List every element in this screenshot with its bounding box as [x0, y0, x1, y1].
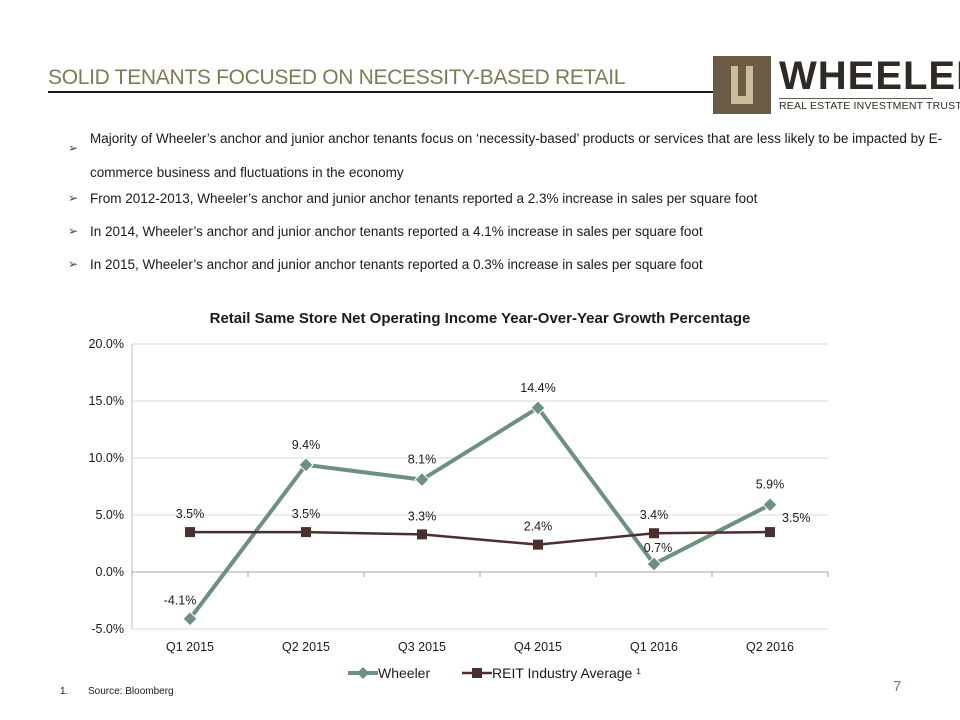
y-tick-label: 10.0%: [89, 451, 124, 465]
title-underline: [48, 91, 713, 93]
wheeler-logo-mark-icon: [713, 56, 771, 114]
bullet-list: ➢ Majority of Wheeler’s anchor and junio…: [68, 122, 948, 289]
footnote-text: Source: Bloomberg: [88, 686, 174, 697]
data-point-marker: [649, 528, 659, 539]
arrow-bullet-icon: ➢: [68, 257, 79, 271]
x-tick-label: Q2 2015: [282, 640, 330, 654]
x-tick-label: Q2 2016: [746, 640, 794, 654]
data-point-marker: [530, 400, 546, 416]
series-line: [188, 405, 771, 620]
bullet-text: Majority of Wheeler’s anchor and junior …: [90, 131, 943, 180]
x-tick-label: Q1 2015: [166, 640, 214, 654]
slide-title: SOLID TENANTS FOCUSED ON NECESSITY-BASED…: [48, 66, 626, 89]
x-tick-label: Q1 2016: [630, 640, 678, 654]
x-tick-label: Q4 2015: [514, 640, 562, 654]
page-number: 7: [893, 678, 902, 695]
data-label: 8.1%: [408, 453, 437, 467]
bullet-item: ➢ From 2012-2013, Wheeler’s anchor and j…: [68, 190, 948, 207]
line-chart: -5.0% 0.0% 5.0% 10.0% 15.0% 20.0% Q1 2015 Q2 20…: [89, 337, 829, 681]
bullet-text: In 2015, Wheeler’s anchor and junior anc…: [90, 257, 703, 272]
data-label: 9.4%: [292, 438, 321, 452]
data-point-marker: [646, 556, 662, 572]
data-point-marker: [298, 457, 314, 473]
bullet-item: ➢ In 2015, Wheeler’s anchor and junior a…: [68, 256, 948, 273]
legend-marker: [357, 667, 369, 679]
data-point-marker: [417, 529, 427, 540]
legend-label: Wheeler: [378, 665, 430, 681]
data-label: 5.9%: [756, 478, 785, 492]
data-point-marker: [414, 471, 430, 488]
logo-divider: [779, 98, 933, 99]
data-point-marker: [301, 527, 311, 538]
data-label: 3.3%: [408, 509, 437, 523]
data-point-marker: [182, 611, 198, 627]
bullet-text: From 2012-2013, Wheeler’s anchor and jun…: [90, 191, 758, 206]
footnote: 1. Source: Bloomberg: [60, 686, 174, 697]
data-label: 0.7%: [644, 541, 673, 555]
bullet-text: In 2014, Wheeler’s anchor and junior anc…: [90, 224, 703, 239]
data-label: -4.1%: [164, 594, 197, 608]
y-tick-label: 0.0%: [96, 565, 125, 579]
y-tick-label: 5.0%: [96, 508, 125, 522]
data-label: 3.5%: [782, 511, 811, 525]
data-label: 14.4%: [520, 381, 555, 395]
data-point-marker: [185, 527, 195, 538]
data-point-marker: [765, 527, 775, 538]
y-tick-label: 20.0%: [89, 337, 124, 351]
data-label: 3.5%: [292, 507, 321, 521]
y-tick-label: 15.0%: [89, 394, 124, 408]
y-tick-label: -5.0%: [91, 622, 124, 636]
chart-title: Retail Same Store Net Operating Income Y…: [209, 310, 751, 327]
legend-label: REIT Industry Average ¹: [492, 665, 641, 681]
footnote-number: 1.: [60, 686, 69, 697]
data-point-marker: [762, 497, 778, 513]
arrow-bullet-icon: ➢: [68, 191, 79, 205]
x-tick-label: Q3 2015: [398, 640, 446, 654]
bullet-item: ➢ Majority of Wheeler’s anchor and junio…: [68, 122, 948, 190]
data-label: 3.5%: [176, 507, 205, 521]
arrow-bullet-icon: ➢: [68, 224, 79, 238]
series-line: [190, 530, 771, 546]
data-label: 2.4%: [524, 520, 553, 534]
legend-marker: [472, 668, 482, 678]
logo-subtitle: REAL ESTATE INVESTMENT TRUST: [779, 100, 960, 112]
arrow-bullet-icon: ➢: [68, 141, 79, 155]
bullet-item: ➢ In 2014, Wheeler’s anchor and junior a…: [68, 223, 948, 240]
data-label: 3.4%: [640, 508, 669, 522]
data-point-marker: [533, 539, 543, 550]
